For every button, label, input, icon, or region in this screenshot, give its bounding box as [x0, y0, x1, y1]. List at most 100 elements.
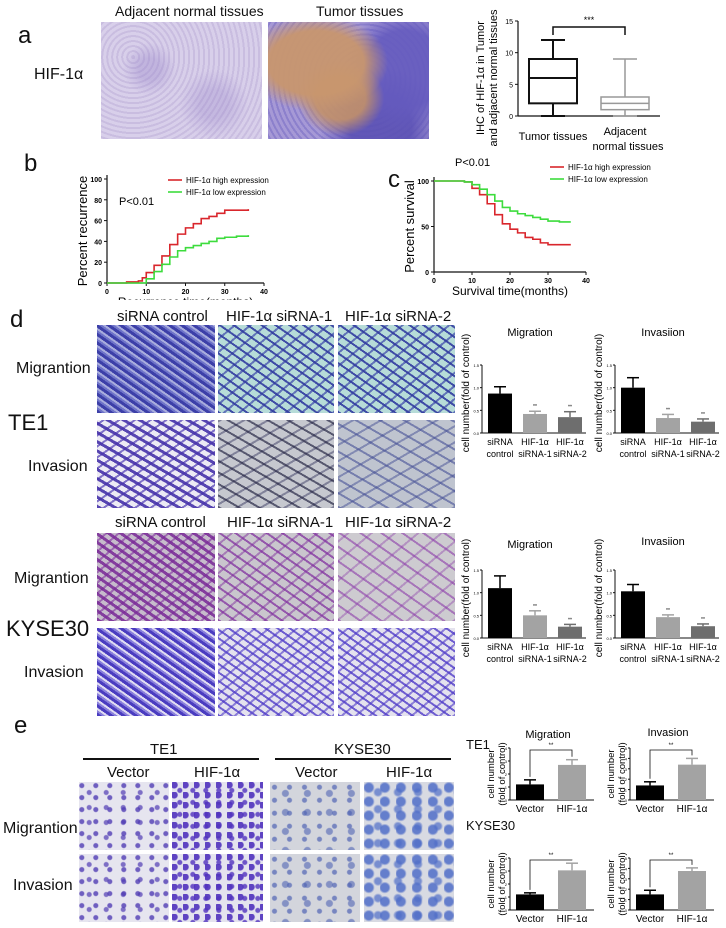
- svg-text:Adjacent: Adjacent: [604, 126, 647, 138]
- row-label-migration-kyse30: Migrantion: [14, 570, 89, 587]
- col-title-sirna-control: siRNA control: [117, 308, 208, 325]
- svg-text:Migration: Migration: [507, 327, 552, 339]
- svg-text:siRNA: siRNA: [487, 437, 513, 447]
- micro-ky-inv-si1: [218, 628, 334, 716]
- svg-text:2: 2: [505, 882, 508, 887]
- svg-text:4: 4: [625, 756, 628, 761]
- svg-text:HIF-1α: HIF-1α: [654, 437, 682, 447]
- bar-chart-kyse30-migration: Migration 0.0 0.5 1.0 1.5 siRNA control ** HIF-1…: [461, 539, 587, 664]
- svg-text:Percent survival: Percent survival: [402, 180, 417, 273]
- svg-text:(fold of control): (fold of control): [617, 742, 628, 805]
- svg-text:Recurrence time(months): Recurrence time(months): [118, 295, 253, 300]
- svg-text:HIF-1α: HIF-1α: [521, 437, 549, 447]
- svg-text:P<0.01: P<0.01: [455, 157, 490, 169]
- svg-text:Survival time(months): Survival time(months): [452, 284, 568, 298]
- row-label-invasion-te1: Invasion: [28, 458, 88, 475]
- svg-text:50: 50: [421, 225, 429, 232]
- svg-text:cell number: cell number: [486, 749, 497, 798]
- svg-text:Percent recurrence: Percent recurrence: [75, 176, 90, 287]
- svg-text:80: 80: [94, 198, 102, 205]
- col-title-vector-ky: Vector: [295, 764, 338, 781]
- svg-text:0: 0: [105, 289, 109, 296]
- svg-text:4: 4: [505, 746, 508, 751]
- micro-te1-mig-si2: [338, 325, 455, 413]
- svg-text:**: **: [549, 743, 554, 749]
- svg-text:1.5: 1.5: [473, 568, 479, 573]
- chart-row-label-te1: TE1: [466, 737, 490, 752]
- svg-text:HIF-1α: HIF-1α: [689, 642, 717, 652]
- svg-text:40: 40: [582, 278, 590, 285]
- svg-text:0: 0: [625, 908, 628, 913]
- svg-text:**: **: [669, 853, 674, 859]
- svg-text:cell number: cell number: [486, 859, 497, 908]
- svg-text:0.0: 0.0: [606, 431, 612, 436]
- svg-text:Invasion: Invasion: [648, 727, 689, 739]
- svg-text:40: 40: [260, 289, 268, 296]
- svg-text:40: 40: [94, 239, 102, 246]
- micro-ky-inv-ctrl: [97, 628, 215, 716]
- col-title-hif-te1: HIF-1α: [194, 764, 241, 781]
- svg-text:siRNA-1: siRNA-1: [651, 449, 685, 459]
- svg-text:15: 15: [505, 19, 513, 26]
- group-divider-te1: [83, 758, 259, 760]
- svg-text:2: 2: [625, 887, 628, 892]
- svg-text:1.5: 1.5: [606, 363, 612, 368]
- svg-text:4: 4: [625, 866, 628, 871]
- svg-text:HIF-1α low expression: HIF-1α low expression: [186, 188, 266, 197]
- svg-text:5: 5: [509, 82, 513, 89]
- micro-ky-mig-si2: [338, 533, 455, 621]
- svg-text:control: control: [619, 654, 646, 664]
- col-title-sirna-2: HIF-1α siRNA-2: [345, 308, 452, 325]
- svg-text:siRNA-2: siRNA-2: [686, 654, 720, 664]
- svg-text:0.5: 0.5: [606, 408, 612, 413]
- svg-text:1.0: 1.0: [473, 386, 479, 391]
- row-label-invasion-e: Invasion: [13, 877, 73, 894]
- svg-text:siRNA: siRNA: [487, 642, 513, 652]
- svg-text:1: 1: [505, 785, 508, 790]
- svg-text:3: 3: [625, 767, 628, 772]
- panel-letter-a: a: [18, 22, 32, 49]
- svg-text:0: 0: [432, 278, 436, 285]
- svg-text:**: **: [533, 404, 537, 410]
- micro-ky-inv-si2: [338, 628, 455, 716]
- survival-chart: 0 50 100 0 10 20 30 40 Survival time(months) Perc…: [402, 157, 651, 298]
- svg-text:Vector: Vector: [636, 804, 665, 815]
- svg-text:**: **: [666, 608, 670, 614]
- svg-text:Vector: Vector: [516, 914, 545, 925]
- svg-text:3: 3: [625, 877, 628, 882]
- svg-text:0: 0: [425, 270, 429, 277]
- svg-text:Migration: Migration: [507, 539, 552, 551]
- svg-text:1.5: 1.5: [606, 568, 612, 573]
- micro-e-ky-mig-vec: [270, 782, 360, 850]
- svg-text:HIF-1α: HIF-1α: [521, 642, 549, 652]
- svg-text:***: ***: [584, 15, 595, 25]
- svg-text:siRNA: siRNA: [620, 642, 646, 652]
- bar-chart-e-te1-invasion: Invasion 0 1 2 3 4 5 Vector HIF-1α ** cell number(…: [606, 727, 714, 815]
- row-label-migration-te1: Migrantion: [16, 360, 91, 377]
- image-title-normal: Adjacent normal tissues: [115, 3, 264, 19]
- micro-te1-inv-si1: [218, 420, 334, 508]
- col-title-sirna-control-ky: siRNA control: [115, 514, 206, 531]
- boxplot-chart: 0 5 10 15 *** Tumor tissues Adjacent normal tis…: [475, 9, 664, 153]
- svg-text:30: 30: [221, 289, 229, 296]
- group-title-te1: TE1: [150, 741, 178, 758]
- cell-line-te1: TE1: [8, 410, 49, 435]
- svg-text:100: 100: [90, 177, 102, 184]
- panel-letter-c: c: [388, 166, 400, 193]
- svg-text:2: 2: [625, 777, 628, 782]
- svg-text:HIF-1α: HIF-1α: [556, 642, 584, 652]
- svg-text:0: 0: [505, 908, 508, 913]
- svg-text:HIF-1α: HIF-1α: [677, 914, 708, 925]
- micro-te1-mig-si1: [218, 325, 334, 413]
- svg-text:10: 10: [468, 278, 476, 285]
- micro-e-ky-inv-vec: [270, 854, 360, 922]
- svg-text:1: 1: [625, 788, 628, 793]
- bar-chart-kyse30-invasion: Invasiion 0.0 0.5 1.0 1.5 siRNA control ** HIF-1…: [594, 536, 720, 664]
- svg-text:cell number(fold of control): cell number(fold of control): [461, 539, 472, 657]
- svg-text:10: 10: [505, 51, 513, 58]
- svg-text:**: **: [666, 407, 670, 413]
- svg-text:5: 5: [625, 856, 628, 861]
- svg-text:HIF-1α: HIF-1α: [677, 804, 708, 815]
- svg-text:IHC of HIF-1α in Tumor: IHC of HIF-1α in Tumor: [475, 21, 487, 135]
- svg-text:Vector: Vector: [516, 804, 545, 815]
